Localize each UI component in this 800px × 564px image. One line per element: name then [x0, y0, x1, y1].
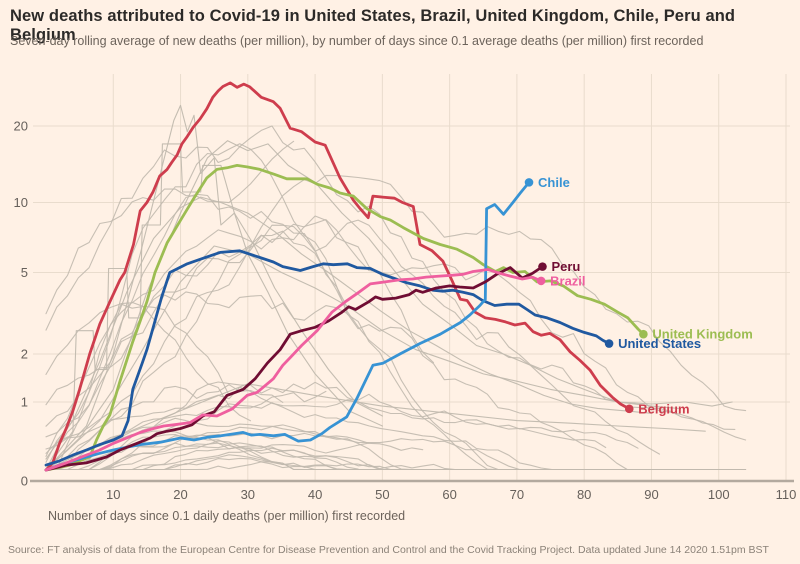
gray-country-line	[45, 384, 284, 471]
series-line-united-states	[44, 249, 611, 467]
gray-country-line	[45, 432, 424, 471]
gray-country-line	[45, 196, 653, 460]
y-tick-label: 10	[14, 195, 28, 210]
gray-country-line	[45, 193, 359, 471]
gray-country-line	[45, 245, 733, 471]
chart-subtitle: Seven-day rolling average of new deaths …	[10, 34, 704, 48]
series-label-chile: Chile	[538, 175, 570, 190]
series-lines	[44, 81, 645, 472]
x-tick-label: 30	[241, 487, 255, 502]
series-end-dot-united-states	[604, 339, 614, 348]
gray-country-line	[45, 461, 402, 471]
gray-country-line	[45, 140, 679, 471]
gray-country-line	[45, 303, 252, 457]
gray-country-line	[45, 457, 747, 471]
gray-country-line	[45, 219, 736, 430]
x-tick-label: 70	[510, 487, 524, 502]
series-end-dot-peru	[538, 262, 547, 271]
series-end-dot-united-kingdom	[639, 329, 648, 339]
gray-country-line	[45, 174, 747, 471]
x-tick-label: 10	[106, 487, 120, 502]
y-tick-label: 2	[21, 347, 28, 362]
x-tick-label: 80	[577, 487, 591, 502]
series-label-brazil: Brazil	[550, 273, 585, 288]
gray-country-line	[45, 301, 230, 471]
gray-country-line	[45, 386, 607, 450]
chart-title: New deaths attributed to Covid-19 in Uni…	[10, 7, 736, 44]
gray-country-line	[45, 291, 671, 471]
series-label-peru: Peru	[551, 259, 580, 274]
series-label-united-kingdom: United Kingdom	[652, 327, 752, 342]
series-line-brazil	[44, 268, 543, 472]
gridlines	[33, 74, 790, 481]
series-label-belgium: Belgium	[638, 401, 689, 416]
gray-country-line	[45, 143, 383, 471]
x-tick-label: 20	[173, 487, 187, 502]
gray-country-line	[45, 383, 706, 471]
y-tick-label: 20	[14, 119, 28, 134]
x-tick-label: 100	[708, 487, 730, 502]
y-tick-label: 5	[21, 265, 28, 280]
series-line-belgium	[44, 81, 631, 472]
series-end-dot-brazil	[536, 276, 546, 286]
series-end-dot-chile	[524, 178, 534, 187]
gray-country-line	[45, 381, 639, 471]
gray-country-line	[45, 140, 295, 315]
x-tick-label: 40	[308, 487, 322, 502]
y-tick-label: 0	[21, 474, 28, 489]
x-tick-label: 50	[375, 487, 389, 502]
x-tick-label: 90	[644, 487, 658, 502]
y-tick-label: 1	[21, 395, 28, 410]
x-tick-label: 60	[442, 487, 456, 502]
x-tick-label: 110	[776, 487, 797, 502]
series-end-dot-belgium	[624, 404, 634, 414]
gray-country-line	[45, 104, 383, 471]
series-label-united-states: United States	[618, 336, 701, 351]
x-axis: 10 20 30 40 50 60 70 80 90 100 110	[30, 479, 797, 502]
source-note: Source: FT analysis of data from the Eur…	[8, 544, 769, 556]
x-axis-label: Number of days since 0.1 daily deaths (p…	[48, 509, 406, 523]
y-axis: 0 1 2 5 10 20	[14, 119, 28, 489]
